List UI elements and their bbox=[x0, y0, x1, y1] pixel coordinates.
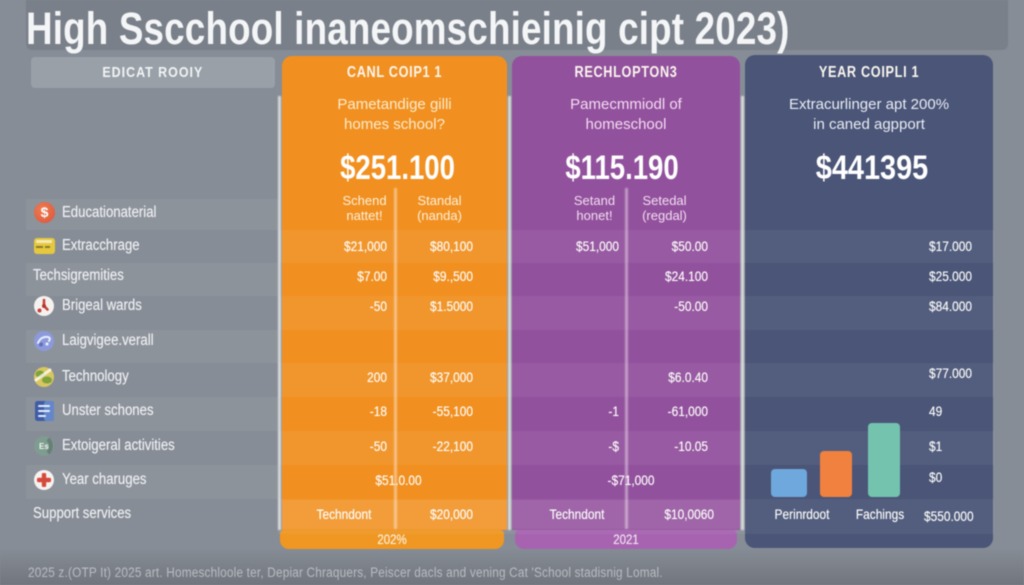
svg-text:Es: Es bbox=[39, 442, 49, 451]
